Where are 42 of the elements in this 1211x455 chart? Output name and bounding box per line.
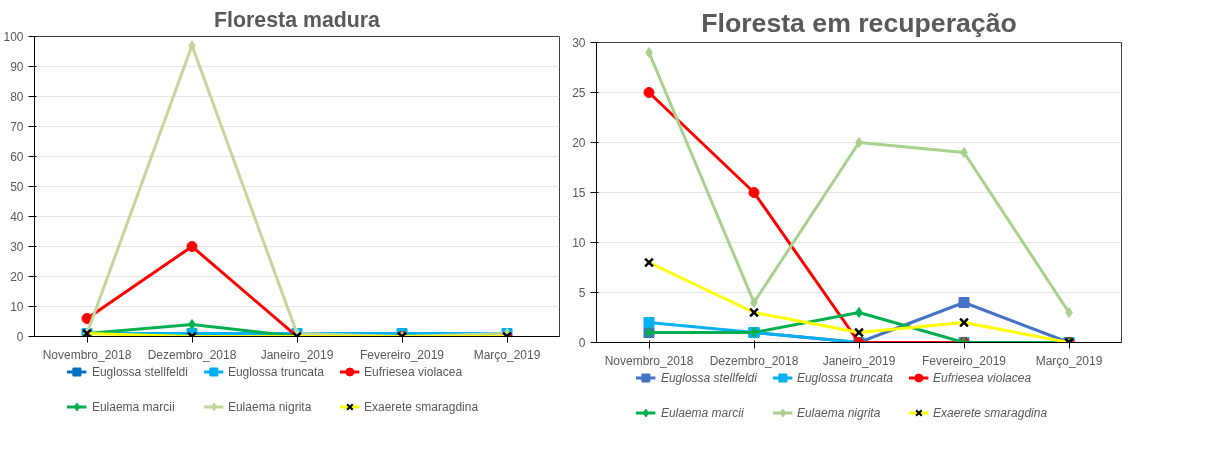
y-tick-label: 10 xyxy=(10,300,24,314)
x-tick-label: Dezembro_2018 xyxy=(147,347,237,362)
y-tick-label: 30 xyxy=(10,240,24,254)
legend-label: Exaerete smaragdina xyxy=(933,405,1048,420)
legend-label: Euglossa stellfeldi xyxy=(660,370,757,385)
y-tick-label: 30 xyxy=(572,36,586,50)
legend-label: Eulaema nigrita xyxy=(227,399,312,414)
x-tick-label: Novembro_2018 xyxy=(42,347,132,362)
y-tick-label: 60 xyxy=(10,150,24,164)
legend-label: Euglossa truncata xyxy=(796,370,894,385)
y-tick-label: 15 xyxy=(572,186,586,200)
x-tick-label: Fevereiro_2019 xyxy=(359,347,445,362)
y-tick-label: 80 xyxy=(10,90,24,104)
legend-label: Eufriesea violacea xyxy=(364,364,463,379)
y-tick-label: 50 xyxy=(10,180,24,194)
y-tick-label: 70 xyxy=(10,120,24,134)
y-tick-label: 20 xyxy=(572,136,586,150)
y-tick-label: 10 xyxy=(572,236,586,250)
y-tick-label: 5 xyxy=(578,286,586,300)
y-tick-label: 100 xyxy=(3,30,24,44)
legend-label: Eufriesea violacea xyxy=(933,370,1032,385)
x-tick-label: Março_2019 xyxy=(473,347,541,362)
y-tick-label: 0 xyxy=(578,336,586,350)
y-tick-label: 25 xyxy=(572,86,586,100)
legend-label: Euglossa stellfeldi xyxy=(91,364,188,379)
legend-label: Eulaema marcii xyxy=(660,405,744,420)
x-tick-label: Março_2019 xyxy=(1035,353,1103,368)
y-tick-label: 20 xyxy=(10,270,24,284)
legend-label: Exaerete smaragdina xyxy=(364,399,479,414)
y-tick-label: 0 xyxy=(16,330,24,344)
x-tick-label: Dezembro_2018 xyxy=(709,353,799,368)
chart-title: Floresta em recuperação xyxy=(701,7,1017,38)
x-tick-label: Janeiro_2019 xyxy=(260,347,334,362)
x-tick-label: Fevereiro_2019 xyxy=(921,353,1007,368)
legend-label: Euglossa truncata xyxy=(227,364,325,379)
legend-label: Eulaema nigrita xyxy=(796,405,881,420)
legend-label: Eulaema marcii xyxy=(91,399,175,414)
x-tick-label: Novembro_2018 xyxy=(604,353,694,368)
x-tick-label: Janeiro_2019 xyxy=(822,353,896,368)
y-tick-label: 40 xyxy=(10,210,24,224)
chart-title: Floresta madura xyxy=(214,7,381,32)
y-tick-label: 90 xyxy=(10,60,24,74)
